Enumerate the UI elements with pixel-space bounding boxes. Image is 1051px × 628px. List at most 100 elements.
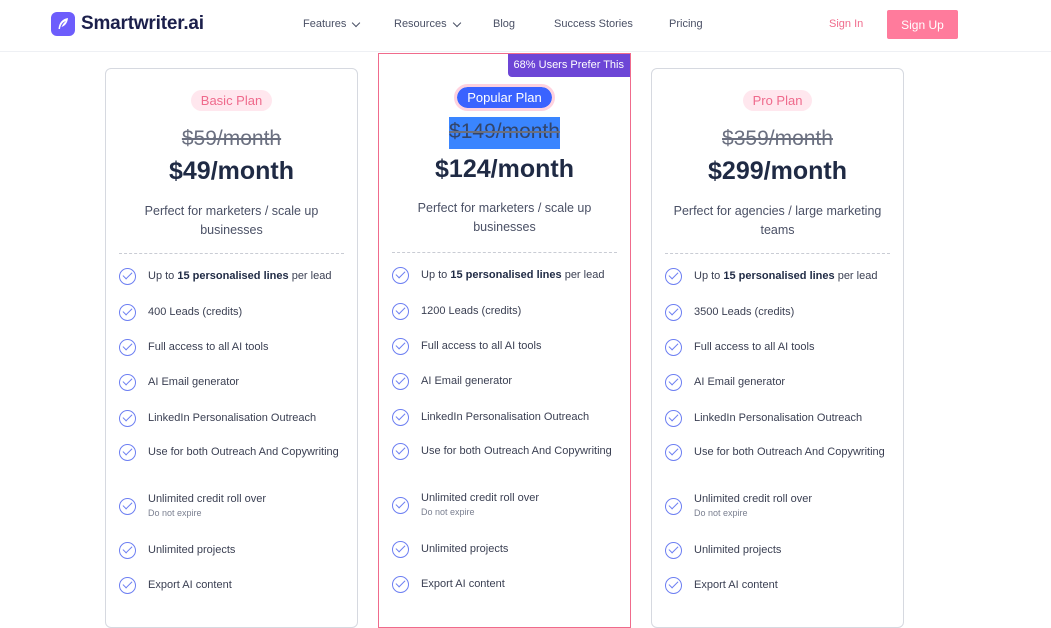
feature-pre: Use for both Outreach And Copywriting [694,446,885,458]
check-circle-icon [392,303,409,320]
divider [119,253,344,254]
feature-text: LinkedIn Personalisation Outreach [694,411,862,426]
feature-text: 400 Leads (credits) [148,305,242,320]
feature-pre: Unlimited credit roll over [148,493,266,505]
check-circle-icon [665,542,682,559]
feature-pre: Full access to all AI tools [694,341,815,353]
check-circle-icon [665,497,682,515]
plan-price: $49/month [168,157,295,185]
top-navbar: Smartwriter.ai Features Resources Blog S… [0,0,1051,52]
plan-card-pro: Pro Plan $359/month $299/month Perfect f… [651,68,904,628]
feature-item: Full access to all AI tools [392,338,541,355]
feature-text: Unlimited projects [694,543,781,558]
check-circle-icon [119,497,136,515]
brand-logo[interactable]: Smartwriter.ai [51,12,204,36]
sign-up-button[interactable]: Sign Up [887,10,958,39]
feather-icon [51,12,75,36]
feature-pre: LinkedIn Personalisation Outreach [148,412,317,424]
feature-pre: Use for both Outreach And Copywriting [148,446,339,458]
feature-text: Unlimited credit roll over Do not expire [421,491,539,519]
check-circle-icon [119,268,136,285]
feature-post: per lead [288,270,332,282]
feature-item: LinkedIn Personalisation Outreach [392,409,589,426]
check-circle-icon [665,268,682,285]
feature-subtext: Do not expire [421,507,475,517]
plan-card-popular: 68% Users Prefer This Popular Plan $149/… [378,53,631,628]
feature-text: Up to 15 personalised lines per lead [421,268,604,283]
feature-item: 1200 Leads (credits) [392,303,521,320]
feature-text: Export AI content [148,578,232,593]
check-circle-icon [665,339,682,356]
feature-item: AI Email generator [665,374,785,391]
feature-text: Use for both Outreach And Copywriting [421,444,612,459]
old-price-text: $149/month [449,117,560,149]
feature-text: AI Email generator [694,375,785,390]
check-circle-icon [119,542,136,559]
plan-card-basic: Basic Plan $59/month $49/month Perfect f… [105,68,358,628]
feature-text: Full access to all AI tools [148,340,268,355]
check-circle-icon [392,496,409,514]
popular-ribbon: 68% Users Prefer This [507,54,630,77]
feature-pre: 3500 Leads (credits) [694,306,795,318]
check-circle-icon [392,443,409,460]
feature-item: LinkedIn Personalisation Outreach [665,410,862,427]
feature-item: Up to 15 personalised lines per lead [665,268,877,285]
check-circle-icon [119,577,136,594]
feature-subtext: Do not expire [694,508,748,518]
feature-pre: Up to [148,270,178,282]
feature-item: AI Email generator [119,374,239,391]
feature-pre: Unlimited credit roll over [694,493,812,505]
divider [665,253,890,254]
feature-item: Export AI content [119,577,232,594]
nav-blog[interactable]: Blog [493,18,516,30]
nav-success-stories[interactable]: Success Stories [554,18,633,30]
feature-pre: AI Email generator [421,375,513,387]
nav-resources-label: Resources [394,18,447,30]
feature-pre: Full access to all AI tools [148,341,269,353]
feature-post: per lead [561,269,605,281]
feature-item: Unlimited credit roll over Do not expire [392,491,539,519]
feature-text: Unlimited credit roll over Do not expire [694,492,812,520]
feature-pre: Up to [694,270,724,282]
nav-features-label: Features [303,18,347,30]
divider [392,252,617,253]
feature-text: Full access to all AI tools [421,339,541,354]
feature-bold: 15 personalised lines [450,269,562,281]
feature-item: Use for both Outreach And Copywriting [392,443,612,460]
check-circle-icon [119,339,136,356]
feature-item: Unlimited credit roll over Do not expire [119,492,266,520]
feature-text: AI Email generator [148,375,239,390]
plan-badge: Basic Plan [190,90,273,111]
check-circle-icon [392,541,409,558]
feature-pre: Export AI content [421,578,505,590]
feature-text: Export AI content [694,578,778,593]
feature-item: Export AI content [665,577,778,594]
old-price: $149/month [379,117,630,149]
feature-text: Use for both Outreach And Copywriting [148,445,339,460]
nav-resources[interactable]: Resources [394,18,461,30]
feature-text: Export AI content [421,577,505,592]
nav-features[interactable]: Features [303,18,361,30]
feature-pre: LinkedIn Personalisation Outreach [421,411,590,423]
feature-item: Unlimited projects [665,542,781,559]
feature-item: Unlimited projects [119,542,235,559]
feature-pre: Unlimited projects [694,544,782,556]
feature-pre: Export AI content [694,579,778,591]
check-circle-icon [119,444,136,461]
sign-in-link[interactable]: Sign In [829,18,864,30]
feature-item: 400 Leads (credits) [119,304,242,321]
nav-pricing[interactable]: Pricing [669,18,703,30]
check-circle-icon [392,338,409,355]
feature-item: Up to 15 personalised lines per lead [392,267,604,284]
feature-text: Full access to all AI tools [694,340,814,355]
check-circle-icon [119,304,136,321]
feature-pre: Export AI content [148,579,232,591]
brand-name: Smartwriter.ai [81,13,204,34]
old-price: $359/month [722,127,833,150]
feature-text: Unlimited credit roll over Do not expire [148,492,266,520]
feature-pre: 400 Leads (credits) [148,306,243,318]
feature-pre: Unlimited projects [148,544,236,556]
feature-pre: Full access to all AI tools [421,340,542,352]
feature-item: Unlimited projects [392,541,508,558]
plan-badge: Popular Plan [454,84,555,111]
